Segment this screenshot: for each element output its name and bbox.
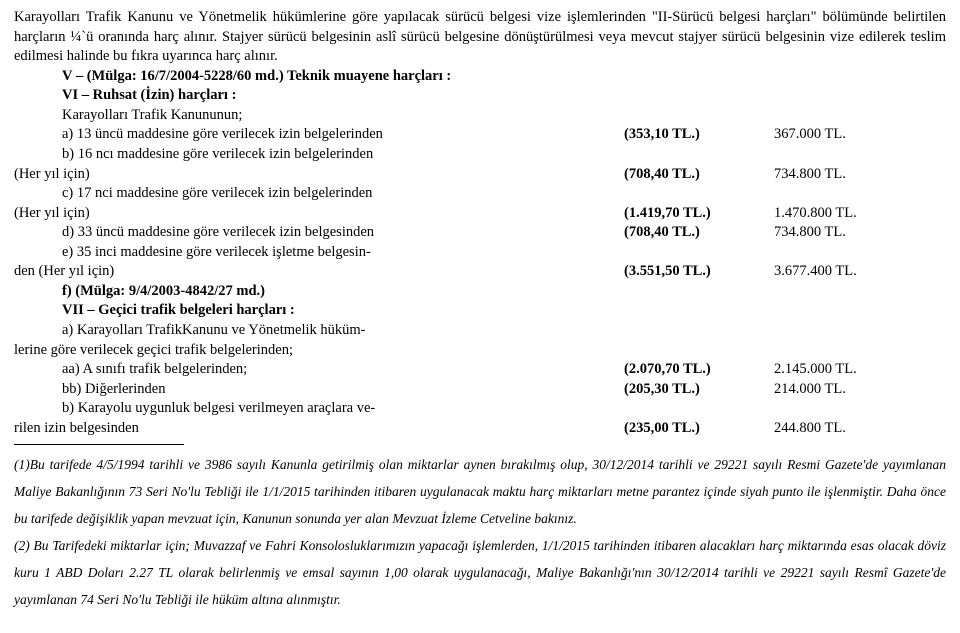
row-b-right: 734.800 TL. [774, 165, 924, 185]
footnote-2: (2) Bu Tarifedeki miktarlar için; Muvazz… [14, 532, 946, 613]
row-c-right: 1.470.800 TL. [774, 204, 924, 224]
row-b-line1: b) 16 ncı maddesine göre verilecek izin … [14, 145, 624, 165]
footnote-separator [14, 444, 184, 445]
row-f: f) (Mülga: 9/4/2003-4842/27 md.) [14, 282, 624, 302]
row-a-val: (353,10 TL.) [624, 125, 774, 145]
row-b-val: (708,40 TL.) [624, 165, 774, 185]
row-d-text: d) 33 üncü maddesine göre verilecek izin… [14, 223, 624, 243]
row-vii-a1: a) Karayolları TrafikKanunu ve Yönetmeli… [14, 321, 624, 341]
row-aa-text: aa) A sınıfı trafik belgelerinden; [14, 360, 624, 380]
row-b2-line2: rilen izin belgesinden [14, 419, 624, 439]
row-e-line1: e) 35 inci maddesine göre verilecek işle… [14, 243, 624, 263]
section-vi-sub: Karayolları Trafik Kanununun; [14, 106, 624, 126]
section-vii: VII – Geçici trafik belgeleri harçları : [14, 301, 624, 321]
row-bb-right: 214.000 TL. [774, 380, 924, 400]
row-c-line1: c) 17 nci maddesine göre verilecek izin … [14, 184, 624, 204]
row-c-line2: (Her yıl için) [14, 204, 624, 224]
row-b2-right: 244.800 TL. [774, 419, 924, 439]
row-bb-val: (205,30 TL.) [624, 380, 774, 400]
row-d-val: (708,40 TL.) [624, 223, 774, 243]
section-vi: VI – Ruhsat (İzin) harçları : [14, 86, 624, 106]
row-aa-right: 2.145.000 TL. [774, 360, 924, 380]
row-e-line2: den (Her yıl için) [14, 262, 624, 282]
intro-paragraph: Karayolları Trafik Kanunu ve Yönetmelik … [14, 8, 946, 67]
row-b2-val: (235,00 TL.) [624, 419, 774, 439]
row-d-right: 734.800 TL. [774, 223, 924, 243]
row-aa-val: (2.070,70 TL.) [624, 360, 774, 380]
row-a-right: 367.000 TL. [774, 125, 924, 145]
row-e-val: (3.551,50 TL.) [624, 262, 774, 282]
row-vii-a2: lerine göre verilecek geçici trafik belg… [14, 341, 624, 361]
row-c-val: (1.419,70 TL.) [624, 204, 774, 224]
row-bb-text: bb) Diğerlerinden [14, 380, 624, 400]
row-b2-line1: b) Karayolu uygunluk belgesi verilmeyen … [14, 399, 624, 419]
section-v: V – (Mülga: 16/7/2004-5228/60 md.) Tekni… [14, 67, 624, 87]
row-e-right: 3.677.400 TL. [774, 262, 924, 282]
row-a-text: a) 13 üncü maddesine göre verilecek izin… [14, 125, 624, 145]
row-b-line2: (Her yıl için) [14, 165, 624, 185]
footnote-1: (1)Bu tarifede 4/5/1994 tarihli ve 3986 … [14, 451, 946, 532]
